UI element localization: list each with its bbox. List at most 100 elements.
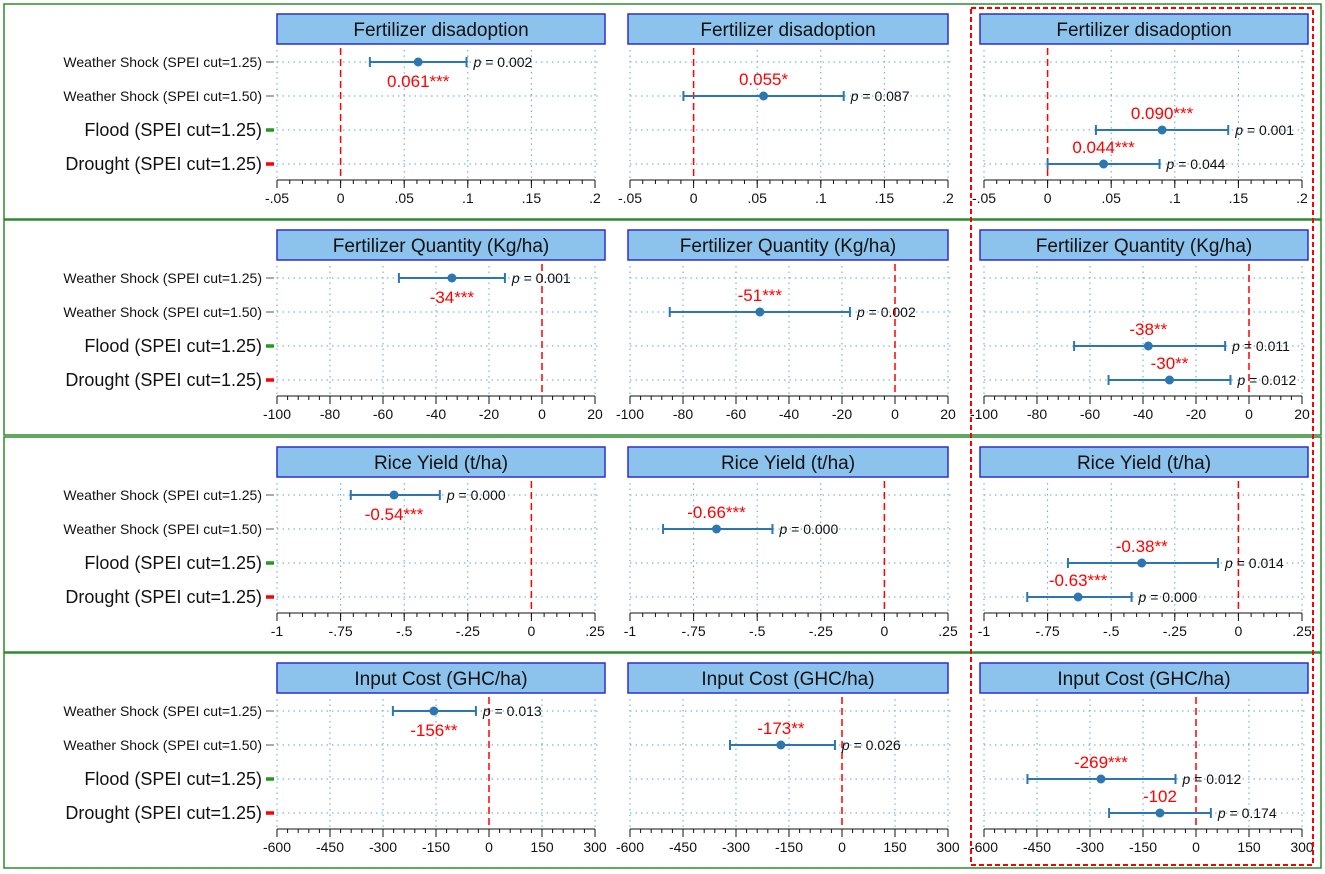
x-tick-label: -60	[1080, 406, 1100, 422]
panel-r2-c2: Fertilizer Quantity (Kg/ha) -100 -80 -60 -40…	[616, 229, 956, 422]
panel-title: Fertilizer Quantity (Kg/ha)	[1036, 236, 1252, 257]
panel-title-box	[627, 13, 949, 45]
x-tick-label: -.05	[972, 190, 996, 206]
estimate-label: -102	[1143, 787, 1177, 806]
panel-r3-c2: Rice Yield (t/ha) -1 -.75 -.5 -.25 0 .25 -0.66*…	[624, 446, 958, 639]
row-label-2: Weather Shock (SPEI cut=1.50)	[63, 521, 262, 537]
x-tick-label: .05	[747, 190, 767, 206]
panel-title: Rice Yield (t/ha)	[721, 453, 855, 474]
estimate-label: -34***	[430, 288, 475, 307]
panel-r3-c3: Rice Yield (t/ha) -1 -.75 -.5 -.25 0 .25 -0.38*…	[978, 446, 1312, 639]
row-label-4: Drought (SPEI cut=1.25)	[65, 803, 262, 823]
x-tick-label: -150	[422, 839, 450, 855]
p-value-label: p = 0.011	[1231, 338, 1290, 354]
p-value-label: p = 0.013	[482, 703, 542, 719]
x-tick-label: -40	[426, 406, 446, 422]
x-tick-label: -300	[722, 839, 750, 855]
p-value-label: p = 0.001	[1234, 122, 1294, 138]
point-estimate	[1137, 558, 1147, 568]
x-tick-label: 20	[587, 406, 603, 422]
panel-r3-c1: Rice Yield (t/ha) -1 -.75 -.5 -.25 0 .25 -0.54*…	[271, 446, 606, 639]
row-label-1: Weather Shock (SPEI cut=1.25)	[63, 487, 262, 503]
estimate-label: 0.044***	[1072, 138, 1135, 157]
x-tick-label: -80	[673, 406, 693, 422]
x-tick-label: 300	[936, 839, 960, 855]
panel-title-box	[979, 229, 1309, 261]
p-value-label: p = 0.026	[841, 737, 901, 753]
x-tick-label: -150	[775, 839, 803, 855]
row-label-3: Flood (SPEI cut=1.25)	[84, 336, 262, 356]
point-estimate	[1143, 341, 1153, 351]
row-label-1: Weather Shock (SPEI cut=1.25)	[63, 703, 262, 719]
x-tick-label: .25	[938, 623, 958, 639]
panel-title: Fertilizer Quantity (Kg/ha)	[680, 236, 896, 257]
chart-row-4: Weather Shock (SPEI cut=1.25) Weather Sho…	[63, 662, 1314, 855]
x-tick-label: .25	[1292, 623, 1312, 639]
panel-r4-c1: Input Cost (GHC/ha) -600 -450 -300 -150 0 150 3…	[263, 662, 607, 855]
panel-title: Rice Yield (t/ha)	[1077, 453, 1211, 474]
panel-title: Fertilizer disadoption	[1056, 20, 1231, 41]
x-tick-label: -.75	[682, 623, 706, 639]
x-tick-label: .15	[522, 190, 542, 206]
x-tick-label: 20	[940, 406, 956, 422]
x-tick-label: 0	[1044, 190, 1052, 206]
panel-title: Input Cost (GHC/ha)	[1057, 669, 1230, 690]
panel-title: Rice Yield (t/ha)	[374, 453, 508, 474]
estimate-label: -38**	[1129, 320, 1167, 339]
panel-title-box	[627, 446, 949, 478]
panel-title-box	[627, 229, 949, 261]
row-label-2: Weather Shock (SPEI cut=1.50)	[63, 304, 262, 320]
x-tick-label: -.25	[809, 623, 833, 639]
estimate-label: -173**	[757, 719, 805, 738]
row-label-4: Drought (SPEI cut=1.25)	[65, 370, 262, 390]
x-tick-label: -.5	[396, 623, 413, 639]
x-tick-label: -300	[1076, 839, 1104, 855]
x-tick-label: -450	[669, 839, 697, 855]
x-tick-label: -450	[316, 839, 344, 855]
estimate-label: 0.061***	[387, 72, 450, 91]
panel-r4-c2: Input Cost (GHC/ha) -600 -450 -300 -150 0 150 3…	[616, 662, 960, 855]
x-tick-label: -1	[978, 623, 991, 639]
point-estimate	[389, 490, 399, 500]
x-tick-label: -300	[369, 839, 397, 855]
point-estimate	[1073, 592, 1083, 602]
x-tick-label: -100	[970, 406, 998, 422]
panel-title-box	[979, 662, 1309, 694]
p-value-label: p = 0.012	[1236, 372, 1296, 388]
estimate-label: -0.54***	[365, 505, 424, 524]
x-tick-label: -100	[263, 406, 291, 422]
point-estimate	[1157, 125, 1167, 135]
x-tick-label: -.75	[329, 623, 353, 639]
x-tick-label: 300	[583, 839, 607, 855]
x-tick-label: -.75	[1036, 623, 1060, 639]
panel-title: Fertilizer Quantity (Kg/ha)	[333, 236, 549, 257]
point-estimate	[429, 706, 439, 716]
panel-title-box	[276, 229, 606, 261]
point-estimate	[1099, 159, 1109, 169]
x-tick-label: -450	[1023, 839, 1051, 855]
row-label-3: Flood (SPEI cut=1.25)	[84, 120, 262, 140]
row-frame-1	[3, 3, 1322, 220]
x-tick-label: .1	[462, 190, 474, 206]
panel-title-box	[979, 446, 1309, 478]
x-tick-label: 0	[485, 839, 493, 855]
panel-title: Fertilizer disadoption	[700, 20, 875, 41]
point-estimate	[1165, 375, 1174, 385]
p-value-label: p = 0.012	[1182, 771, 1242, 787]
x-tick-label: -40	[1133, 406, 1153, 422]
x-tick-label: 0	[891, 406, 899, 422]
estimate-label: -156**	[410, 721, 458, 740]
x-tick-label: 0	[838, 839, 846, 855]
x-tick-label: -100	[616, 406, 644, 422]
panel-r1-c2: Fertilizer disadoption -.05 0 .05 .1 .15 .2 0.0…	[618, 13, 954, 206]
x-tick-label: .15	[875, 190, 895, 206]
p-value-label: p = 0.001	[511, 270, 571, 286]
estimate-label: -51***	[738, 286, 783, 305]
x-tick-label: 0	[538, 406, 546, 422]
row-frame-2	[3, 219, 1322, 436]
point-estimate	[755, 307, 765, 317]
x-tick-label: 20	[1294, 406, 1310, 422]
x-tick-label: .1	[1169, 190, 1181, 206]
panel-title-box	[276, 662, 606, 694]
